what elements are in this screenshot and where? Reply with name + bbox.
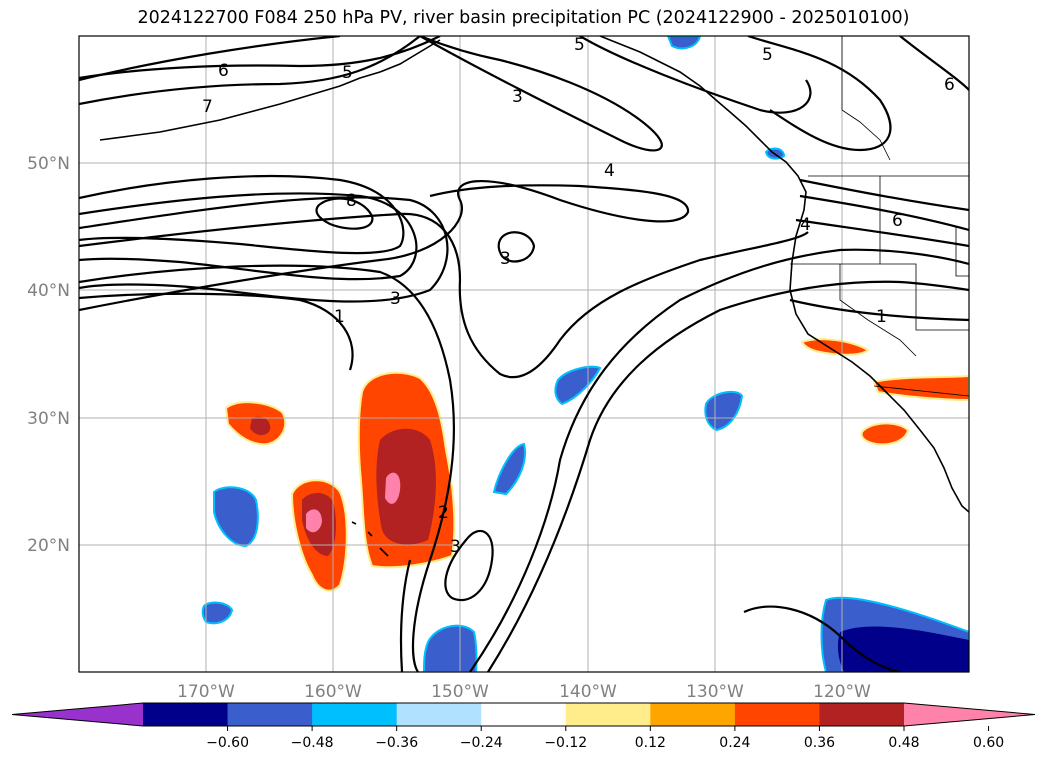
lon-label-150w: 150°W	[431, 682, 489, 702]
colorbar-tick-label: −0.60	[206, 735, 249, 751]
contour-label: 4	[604, 161, 615, 181]
map-border	[78, 35, 970, 673]
contour-label: 6	[892, 211, 903, 231]
precipitation-shading	[201, 36, 969, 672]
lon-label-160w: 160°W	[304, 682, 362, 702]
lat-label-30n: 30°N	[27, 409, 70, 429]
colorbar-segment	[396, 703, 482, 726]
contour-label: 5	[574, 35, 585, 55]
colorbar-tick-label: 0.48	[888, 735, 919, 751]
colorbar-segment	[565, 703, 651, 726]
negative-anomaly-regions	[201, 36, 969, 672]
colorbar-tick-label: −0.12	[544, 735, 587, 751]
contour-label: 5	[762, 45, 773, 65]
longitude-labels: 170°W 160°W 150°W 140°W 130°W 120°W	[177, 682, 871, 702]
contour-label: 6	[218, 61, 229, 81]
contour-label: 5	[342, 63, 353, 83]
contour-label: 3	[500, 249, 511, 269]
lat-label-20n: 20°N	[27, 536, 70, 556]
colorbar-outline	[11, 702, 1036, 727]
colorbar-segment	[650, 703, 736, 726]
lon-label-170w: 170°W	[177, 682, 235, 702]
contour-label: 7	[202, 97, 213, 117]
contour-label: 2	[438, 503, 449, 523]
colorbar-tick-label: −0.36	[375, 735, 418, 751]
contour-label: 1	[334, 307, 345, 327]
lon-label-140w: 140°W	[559, 682, 617, 702]
contour-label: 4	[800, 215, 811, 235]
colorbar-segment	[227, 703, 313, 726]
colorbar-segment	[143, 703, 229, 726]
positive-anomaly-california	[800, 338, 969, 446]
lat-label-40n: 40°N	[27, 281, 70, 301]
map-title: 2024122700 F084 250 hPa PV, river basin …	[137, 8, 910, 28]
contour-label: 3	[512, 87, 523, 107]
colorbar-tick-label: 0.60	[973, 735, 1004, 751]
lat-label-50n: 50°N	[27, 154, 70, 174]
map-area	[79, 36, 969, 672]
contour-label: 8	[346, 191, 357, 211]
positive-anomaly-west	[224, 401, 287, 446]
lon-label-120w: 120°W	[813, 682, 871, 702]
coastlines	[99, 36, 969, 557]
contour-label: 6	[944, 75, 955, 95]
contour-label: 1	[876, 307, 887, 327]
contour-label: 3	[390, 289, 401, 309]
colorbar-tick-label: −0.48	[291, 735, 334, 751]
colorbar: −0.60 −0.48 −0.36 −0.24 −0.12 0.12 0.24 0.36 0.4…	[11, 702, 1036, 751]
positive-anomaly-central	[357, 371, 456, 569]
contour-label: 3	[450, 537, 461, 557]
colorbar-tick-label: 0.36	[804, 735, 835, 751]
colorbar-extend-low	[12, 703, 143, 726]
political-borders	[790, 36, 969, 397]
colorbar-tick-label: −0.24	[460, 735, 503, 751]
lon-label-130w: 130°W	[686, 682, 744, 702]
colorbar-segment	[312, 703, 398, 726]
pv-contours	[79, 36, 969, 672]
gridlines	[79, 36, 969, 672]
latitude-labels: 50°N 40°N 30°N 20°N	[27, 154, 70, 556]
colorbar-tick-label: 0.24	[719, 735, 750, 751]
colorbar-extend-high	[904, 703, 1035, 726]
colorbar-tick-label: 0.12	[635, 735, 666, 751]
colorbar-segment	[481, 703, 567, 726]
colorbar-segment	[819, 703, 905, 726]
pv-contour-labels: 6 5 7 5 3 5 6 8 4 3 4 6 3 1 1 2 3	[202, 35, 955, 557]
colorbar-segment	[734, 703, 820, 726]
